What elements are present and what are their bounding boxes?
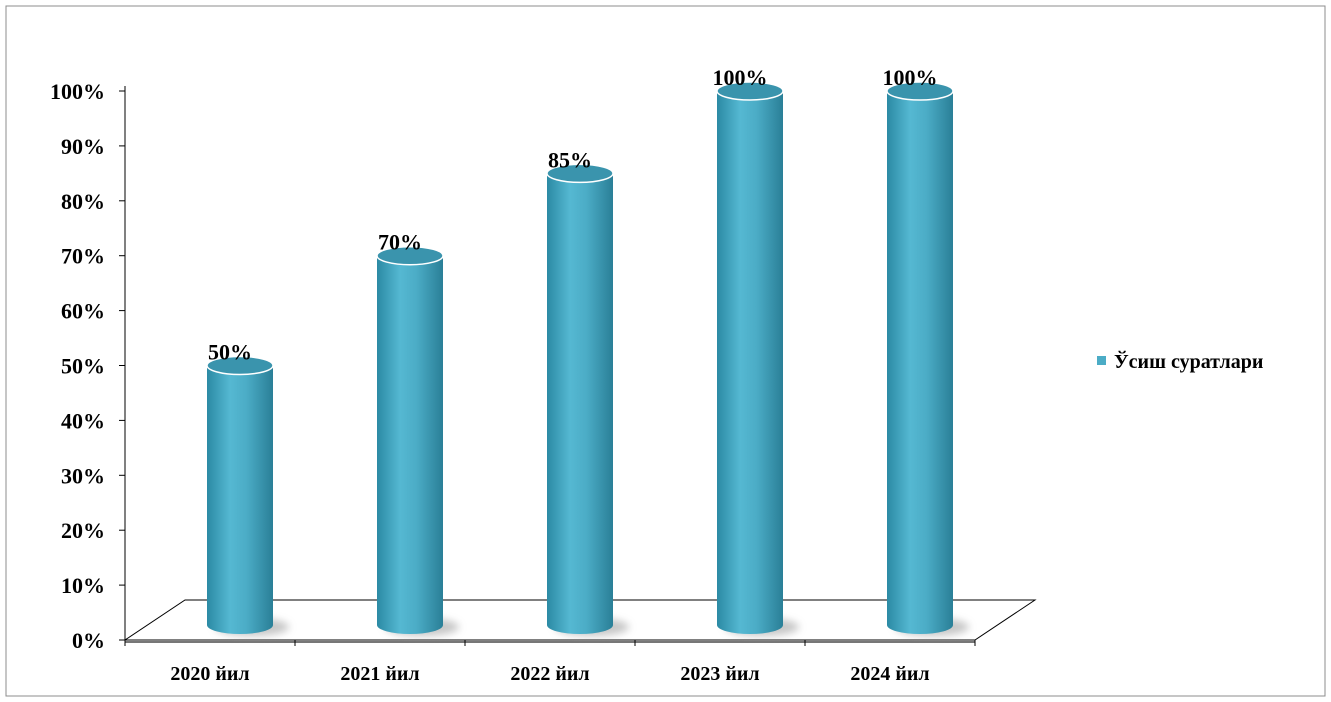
y-tick-label: 60% <box>61 299 105 324</box>
y-tick-label: 20% <box>61 518 105 543</box>
legend-marker <box>1097 356 1106 365</box>
x-tick-label: 2024 йил <box>850 663 929 685</box>
x-tick-label: 2022 йил <box>510 663 589 685</box>
bar-top <box>886 81 954 101</box>
data-label: 85% <box>548 147 592 172</box>
bar-body <box>207 365 273 634</box>
bar-top <box>716 81 784 101</box>
bar-top <box>206 355 274 376</box>
legend-label: Ўсиш суратлари <box>1114 349 1263 373</box>
data-label: 70% <box>378 230 422 255</box>
y-tick-label: 10% <box>61 573 105 598</box>
bars <box>206 81 969 636</box>
y-tick-label: 40% <box>61 408 105 433</box>
y-tick-label: 30% <box>61 463 105 488</box>
y-tick-label: 70% <box>61 244 105 269</box>
x-tick-label: 2023 йил <box>680 663 759 685</box>
bar-top <box>546 163 614 184</box>
chart-frame <box>5 5 1326 697</box>
bar <box>206 355 289 636</box>
legend: Ўсиш суратлари <box>1097 349 1263 373</box>
x-tick-label: 2021 йил <box>340 663 419 685</box>
y-tick-label: 90% <box>61 134 105 159</box>
bar-body <box>547 173 613 634</box>
legend-item: Ўсиш суратлари <box>1097 349 1263 373</box>
bar-body <box>717 91 783 634</box>
bar <box>716 81 799 636</box>
bar-body <box>887 91 953 634</box>
y-tick-label: 50% <box>61 354 105 379</box>
y-tick-label: 100% <box>50 79 105 104</box>
y-tick-label: 0% <box>72 628 105 653</box>
y-tick-label: 80% <box>61 189 105 214</box>
bar-top <box>376 245 444 266</box>
bar-body <box>377 255 443 634</box>
data-label: 50% <box>208 340 252 365</box>
data-label: 100% <box>883 65 938 90</box>
data-label: 100% <box>713 65 768 90</box>
bar <box>546 163 629 636</box>
labels: 50% 2020 йил 70% 2021 йил 85% 2022 йил 100% 202… <box>170 65 937 685</box>
bar <box>886 81 969 636</box>
bar <box>376 245 459 636</box>
x-tick-label: 2020 йил <box>170 663 249 685</box>
